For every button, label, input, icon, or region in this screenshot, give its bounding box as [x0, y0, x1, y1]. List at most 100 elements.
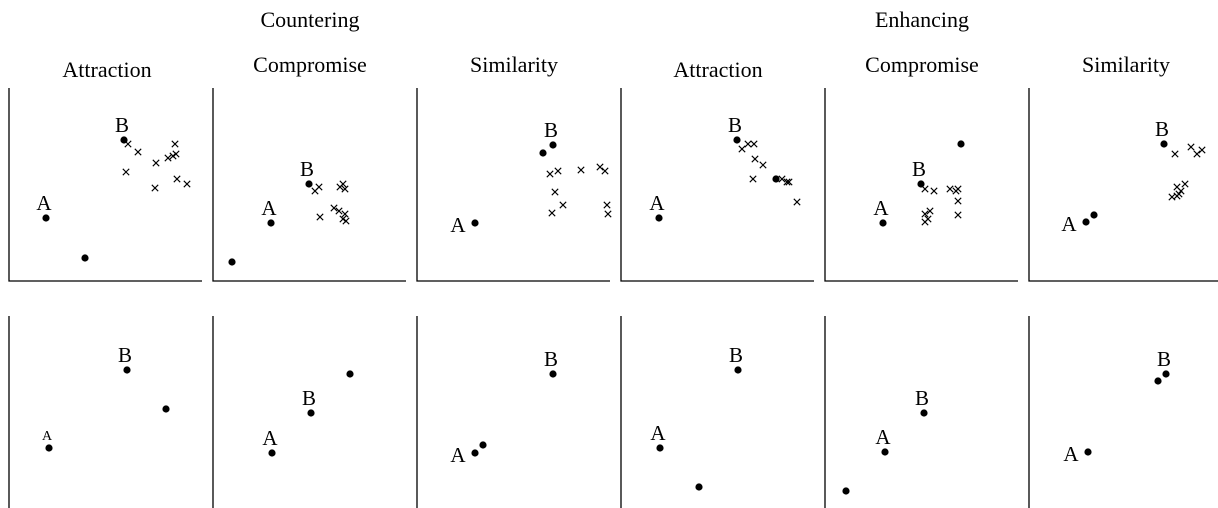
point-b: [305, 180, 313, 188]
decoy-point: [539, 149, 547, 157]
panel-axes: [620, 316, 622, 508]
decoy-point: [695, 483, 703, 491]
cross-marker: [1171, 150, 1179, 158]
panel-r1-c4: AB: [620, 88, 814, 282]
decoy-point: [228, 258, 236, 266]
cross-marker: [751, 155, 759, 163]
point-label-b: B: [1155, 117, 1169, 141]
cross-marker: [551, 188, 559, 196]
cross-marker: [930, 187, 938, 195]
point-b: [920, 409, 928, 417]
column-title-attraction-countering: Attraction: [62, 57, 151, 82]
cross-marker: [1173, 192, 1181, 200]
decoy-point: [346, 370, 354, 378]
cross-marker: [926, 207, 934, 215]
cross-marker: [171, 140, 179, 148]
cross-marker: [577, 166, 585, 174]
cross-marker: [339, 180, 347, 188]
point-a: [267, 219, 275, 227]
panel-axes: [416, 88, 610, 282]
cross-marker: [785, 178, 793, 186]
point-b: [123, 366, 131, 374]
cross-marker: [183, 180, 191, 188]
point-label-a: A: [1061, 212, 1077, 236]
cross-marker: [122, 168, 130, 176]
cross-marker: [164, 154, 172, 162]
cross-marker: [172, 150, 180, 158]
point-label-b: B: [915, 386, 929, 410]
decoy-point: [1090, 211, 1098, 219]
group-title-enhancing: Enhancing: [875, 7, 969, 32]
point-b: [1162, 370, 1170, 378]
point-b: [734, 366, 742, 374]
point-a: [471, 219, 479, 227]
cross-marker: [316, 213, 324, 221]
cross-marker: [749, 175, 757, 183]
point-label-b: B: [728, 113, 742, 137]
group-title-countering: Countering: [261, 7, 360, 32]
cross-marker: [946, 185, 954, 193]
point-label-b: B: [115, 113, 129, 137]
point-label-b: B: [118, 343, 132, 367]
point-label-a: A: [262, 426, 278, 450]
panel-axes: [824, 316, 826, 508]
point-a: [881, 448, 889, 456]
cross-marker: [1187, 143, 1195, 151]
point-a: [655, 214, 663, 222]
cross-marker: [554, 167, 562, 175]
point-label-b: B: [300, 157, 314, 181]
point-a: [268, 449, 276, 457]
point-b: [917, 180, 925, 188]
cross-marker: [1177, 187, 1185, 195]
panel-r2-c1: AB: [8, 316, 170, 508]
cross-marker: [744, 140, 752, 148]
column-title-similarity-enhancing: Similarity: [1082, 52, 1170, 77]
point-label-b: B: [912, 157, 926, 181]
cross-marker: [1181, 180, 1189, 188]
cross-marker: [793, 198, 801, 206]
cross-marker: [750, 140, 758, 148]
decoy-point: [479, 441, 487, 449]
cross-marker: [954, 185, 962, 193]
point-b: [120, 136, 128, 144]
panel-r2-c6: AB: [1028, 316, 1171, 508]
panel-axes: [8, 88, 202, 282]
decoy-point: [1154, 377, 1162, 385]
point-label-a: A: [1063, 442, 1079, 466]
cross-marker: [1193, 150, 1201, 158]
point-label-a: A: [450, 213, 466, 237]
point-label-b: B: [544, 347, 558, 371]
point-label-a: A: [875, 425, 891, 449]
column-title-similarity-countering: Similarity: [470, 52, 558, 77]
panel-axes: [620, 88, 814, 282]
panel-axes: [824, 88, 1018, 282]
cross-marker: [315, 183, 323, 191]
cross-marker: [778, 175, 786, 183]
point-label-a: A: [261, 196, 277, 220]
point-label-a: A: [42, 429, 53, 444]
point-a: [42, 214, 50, 222]
decoy-point: [842, 487, 850, 495]
point-a: [656, 444, 664, 452]
decoy-point: [772, 175, 780, 183]
decoy-point: [81, 254, 89, 262]
panel-r2-c3: AB: [416, 316, 558, 508]
point-a: [879, 219, 887, 227]
point-label-a: A: [650, 421, 666, 445]
cross-marker: [738, 145, 746, 153]
panel-r2-c2: AB: [212, 316, 354, 508]
panel-r2-c4: AB: [620, 316, 743, 508]
cross-marker: [759, 161, 767, 169]
panel-r1-c1: AB: [8, 88, 202, 282]
column-title-compromise-enhancing: Compromise: [865, 52, 979, 77]
point-label-a: A: [649, 191, 665, 215]
cross-marker: [341, 210, 349, 218]
cross-marker: [921, 210, 929, 218]
panel-r1-c3: AB: [416, 88, 612, 282]
cross-marker: [546, 170, 554, 178]
cross-marker: [601, 167, 609, 175]
panel-r2-c5: AB: [824, 316, 929, 508]
point-label-b: B: [1157, 347, 1171, 371]
